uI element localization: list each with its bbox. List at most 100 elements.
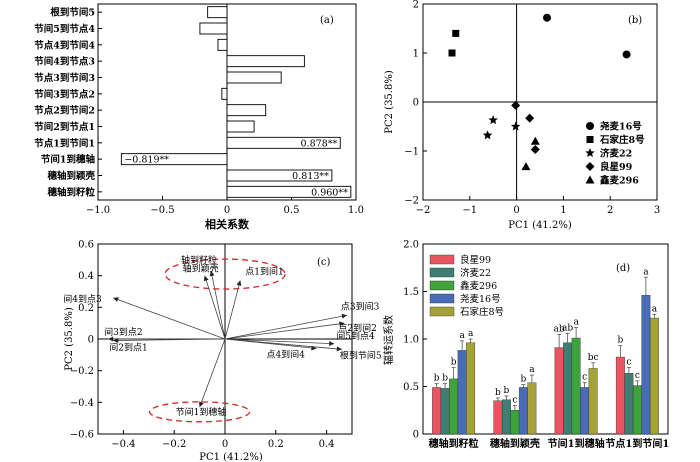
- d-bar: [649, 317, 659, 435]
- c-x-tick-label: 0.4: [319, 439, 335, 450]
- a-category-label: 穗轴到籽粒: [47, 186, 95, 198]
- a-value-label: 0.960**: [311, 187, 348, 198]
- d-bar: [493, 400, 503, 435]
- a-bar: [226, 104, 267, 117]
- c-vector: [224, 322, 345, 340]
- a-category-label: 节点4到节间4: [34, 39, 95, 51]
- d-significance-letter: b: [442, 374, 448, 384]
- a-category-label: 节间5到节点4: [34, 23, 95, 35]
- panel-c-biplot: (c) PC1 (41.2%) PC2 (35.8%) −0.4 −0.2 0 0.2…: [63, 240, 382, 462]
- d-significance-letter: b: [451, 358, 457, 368]
- d-legend-label: 良星99: [460, 254, 491, 266]
- c-vector-label: 轴到籽粒: [181, 254, 217, 266]
- c-x-tick-label: −0.2: [162, 439, 186, 450]
- c-vector-arrowhead: [236, 280, 242, 286]
- b-point-diamond: [525, 113, 535, 123]
- c-vector-label: 轴到颖壳: [183, 263, 219, 275]
- b-y-tick-label: −2: [404, 196, 419, 207]
- a-value-label: 0.878**: [301, 138, 338, 149]
- d-significance-letter: a: [652, 304, 658, 314]
- d-bar: [449, 378, 459, 435]
- a-x-tick-label: 1.0: [348, 205, 364, 216]
- a-bar: [207, 6, 228, 19]
- c-vector: [224, 280, 241, 340]
- panel-b-scatter-plot: (b) PC1 (41.2%) PC2 (35.8%) −2 −1 0 1 2 3 −2 −1…: [384, 0, 660, 231]
- a-category-label: 节间3到节点2: [34, 88, 95, 100]
- d-significance-letter: a: [643, 267, 649, 277]
- a-bar: [226, 55, 305, 68]
- d-significance-letter: c: [512, 396, 517, 406]
- d-y-tick-label: 1.0: [403, 335, 419, 346]
- c-vector-arrowhead: [311, 345, 317, 351]
- b-point-star: [482, 130, 493, 140]
- c-vector-arrowhead: [209, 270, 215, 277]
- d-significance-letter: bc: [588, 353, 599, 363]
- b-point-triangle: [521, 162, 531, 171]
- a-bar: [120, 153, 228, 166]
- d-significance-letter: ab: [562, 323, 573, 333]
- a-x-tick-label: 0: [224, 205, 230, 216]
- panel-a-x-axis-title: 相关系数: [205, 217, 250, 231]
- c-x-tick-label: −0.4: [111, 439, 135, 450]
- d-legend-swatch: [429, 267, 455, 278]
- a-bar: [226, 120, 255, 133]
- c-vector: [204, 275, 226, 340]
- a-x-tick-label: −0.5: [150, 205, 174, 216]
- a-x-tick-label: 0.5: [284, 205, 300, 216]
- b-point-square: [448, 49, 456, 57]
- d-y-tick-label: 1.5: [403, 287, 419, 298]
- c-highlight-ellipse-bottom: [148, 401, 251, 423]
- d-bar: [563, 342, 573, 435]
- d-y-tick-label: 0.5: [403, 382, 419, 393]
- panel-d-label: (d): [616, 263, 630, 274]
- c-y-tick-label: −0.4: [70, 398, 94, 409]
- c-vector-label: 间4到点3: [63, 293, 102, 305]
- d-bar: [571, 337, 581, 435]
- b-y-tick-label: 0: [413, 98, 419, 109]
- a-category-label: 节间2到节点1: [34, 121, 95, 133]
- c-vector-label: 间5到点4: [336, 330, 375, 342]
- c-x-tick-label: 0: [222, 439, 228, 450]
- c-y-tick-label: 0.6: [78, 240, 94, 251]
- c-vector-label: 间2到点1: [109, 342, 147, 354]
- b-legend-label: 鑫麦296: [600, 175, 639, 187]
- a-bar: [226, 71, 282, 84]
- c-vector-arrowhead: [113, 338, 119, 344]
- a-category-label: 节间1到穗轴: [41, 154, 96, 166]
- a-bar: [226, 169, 333, 182]
- d-significance-letter: a: [459, 331, 465, 341]
- d-category-label: 节点1到节间1: [605, 437, 669, 450]
- d-bar: [580, 387, 590, 435]
- c-vector-label: 根到节间5: [340, 349, 382, 361]
- c-vector-arrowhead: [339, 321, 345, 327]
- d-bar: [510, 410, 520, 435]
- a-bar: [199, 22, 228, 35]
- c-y-tick-label: 0.2: [78, 303, 94, 314]
- c-vector-arrowhead: [113, 297, 119, 302]
- c-vector-arrowhead: [336, 346, 342, 352]
- d-bar: [641, 295, 651, 435]
- b-legend-label: 石家庄8号: [599, 134, 645, 146]
- b-legend-marker: [585, 175, 595, 184]
- b-y-tick-label: 1: [413, 49, 419, 60]
- b-x-tick-label: −2: [416, 205, 431, 216]
- a-bar: [226, 136, 341, 149]
- a-category-label: 节间4到节点3: [34, 56, 95, 68]
- c-vector: [224, 338, 342, 350]
- d-legend-swatch: [429, 254, 455, 265]
- d-legend-swatch: [429, 280, 455, 291]
- d-legend-label: 济麦22: [460, 267, 491, 279]
- b-legend-marker: [586, 136, 594, 143]
- d-bar: [588, 368, 598, 435]
- d-significance-letter: b: [434, 374, 440, 384]
- c-y-tick-label: −0.6: [70, 430, 94, 441]
- d-y-tick-label: 0: [413, 430, 419, 441]
- b-legend-label: 良星99: [600, 161, 633, 173]
- c-vector-label: 点4到间4: [266, 349, 305, 361]
- panel-c-x-axis-title: PC1 (41.2%): [199, 452, 263, 462]
- d-category-label: 穗轴到颖壳: [490, 437, 540, 450]
- d-significance-letter: c: [635, 371, 640, 381]
- c-vector-arrowhead: [329, 341, 335, 347]
- c-vector-arrowhead: [341, 313, 347, 319]
